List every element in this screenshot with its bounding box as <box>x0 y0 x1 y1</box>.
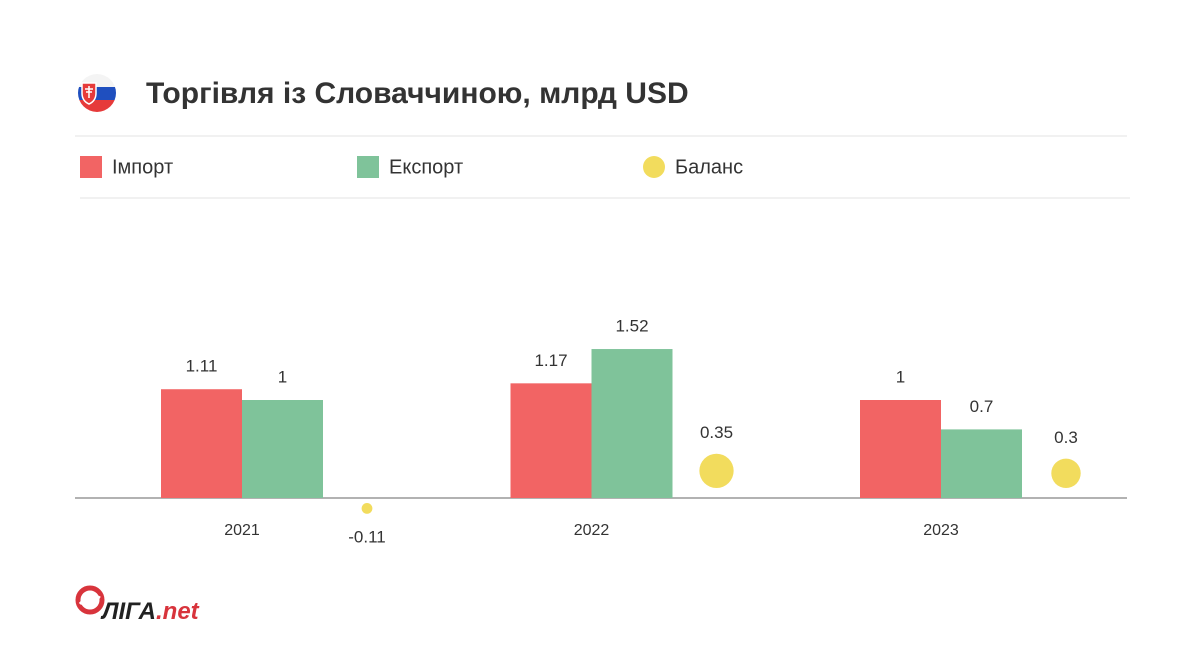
balance-bubble <box>1051 458 1081 488</box>
legend-label: Експорт <box>389 156 463 178</box>
chart-title: Торгівля із Словаччиною, млрд USD <box>146 77 689 110</box>
balance-bubble <box>699 453 734 488</box>
balance-bubble <box>361 503 373 514</box>
value-label: 1.11 <box>186 357 218 376</box>
legend-label: Імпорт <box>112 156 173 178</box>
value-label: 1 <box>278 367 287 386</box>
logo-text: ЛІГА.net <box>100 598 200 625</box>
value-label: 1.17 <box>534 351 567 370</box>
x-tick-label: 2023 <box>923 522 959 539</box>
logo-name: ЛІГА <box>100 598 156 625</box>
value-label: 1.52 <box>615 317 648 336</box>
value-label: 0.3 <box>1054 428 1078 447</box>
bar <box>860 400 941 498</box>
flag-icon <box>78 74 116 112</box>
bar <box>242 400 323 498</box>
bar <box>591 349 673 498</box>
value-label: 1 <box>896 367 905 386</box>
value-label: 0.7 <box>970 397 994 416</box>
legend-swatch <box>80 156 102 178</box>
x-tick-label: 2022 <box>574 522 610 539</box>
bar <box>161 389 242 498</box>
x-tick-label: 2021 <box>224 522 260 539</box>
legend-swatch <box>643 156 665 178</box>
value-label: 0.35 <box>700 423 733 442</box>
logo-suffix: .net <box>156 598 200 625</box>
logo: ЛІГА.net <box>75 585 200 625</box>
legend-label: Баланс <box>675 156 743 178</box>
value-label: -0.11 <box>348 527 386 546</box>
bar <box>510 383 592 498</box>
legend-swatch <box>357 156 379 178</box>
bar <box>941 429 1022 498</box>
